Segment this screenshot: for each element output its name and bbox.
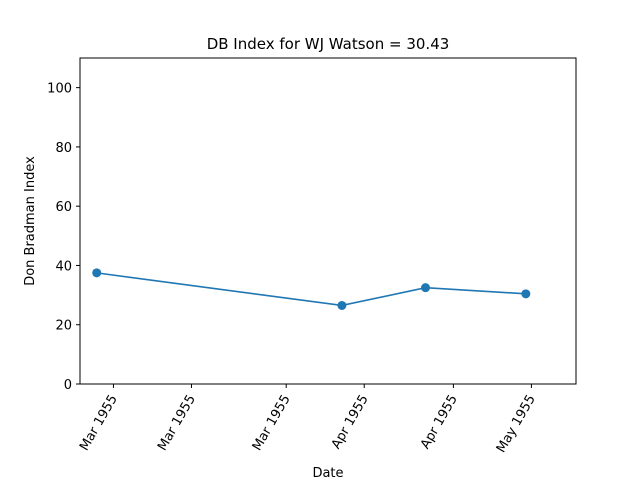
y-tick-label: 100	[47, 82, 72, 97]
y-tick-label: 80	[55, 141, 72, 156]
y-tick-label: 40	[55, 259, 72, 274]
y-tick-label: 0	[64, 378, 72, 393]
x-tick-label: Apr 1955	[418, 393, 461, 452]
x-tick-label: Mar 1955	[77, 393, 121, 454]
x-tick-label: Mar 1955	[155, 393, 199, 454]
plot-area: 0 20 40 60 80 100 Mar 1955 Mar 1955 Mar 1955 Apr …	[47, 57, 577, 456]
data-point	[92, 268, 102, 278]
data-point	[337, 300, 347, 310]
chart-title: DB Index for WJ Watson = 30.43	[207, 35, 450, 53]
data-point	[421, 283, 431, 293]
x-tick-label: Mar 1955	[250, 393, 294, 454]
plot-frame	[79, 57, 577, 385]
y-tick-label: 60	[55, 200, 72, 215]
x-tick-label: Apr 1955	[329, 393, 372, 452]
y-axis-label: Don Bradman Index	[23, 156, 38, 286]
y-tick-label: 20	[55, 319, 72, 334]
series-line	[96, 272, 526, 307]
x-tick-label: May 1955	[494, 393, 539, 456]
x-axis-label: Date	[312, 466, 343, 480]
data-point	[521, 289, 531, 299]
